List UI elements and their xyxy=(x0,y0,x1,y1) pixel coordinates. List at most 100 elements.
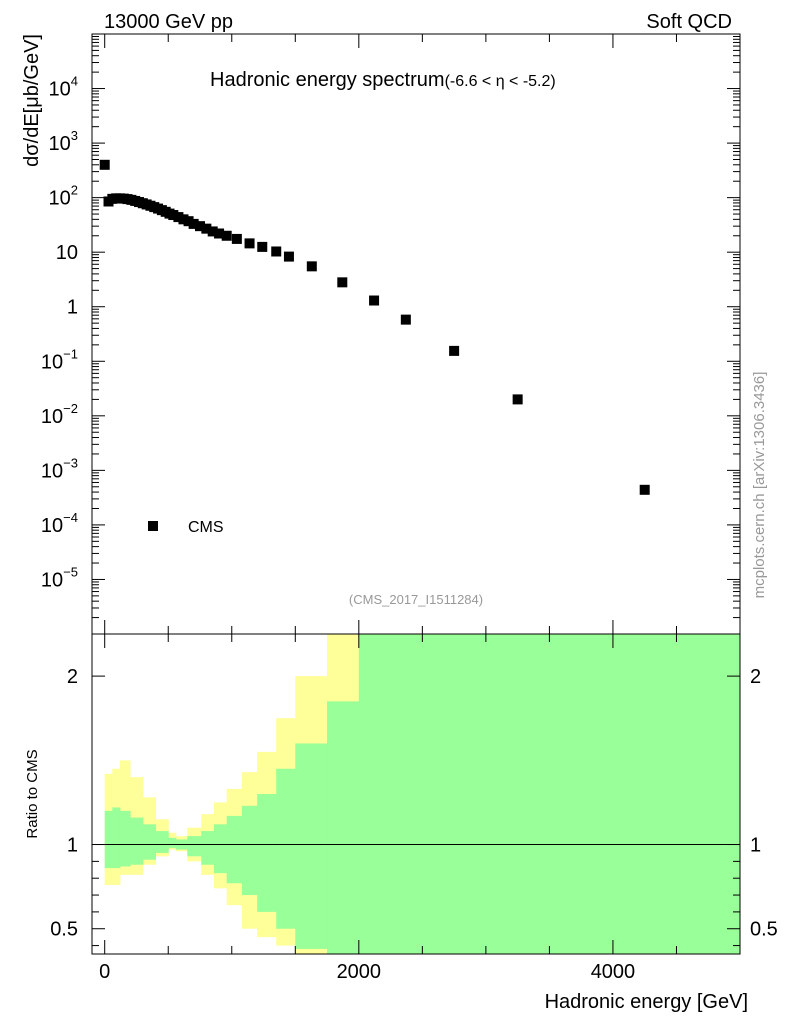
inner-uncertainty-bin xyxy=(447,634,741,954)
y-tick-label-exp: 3 xyxy=(71,128,78,143)
y-tick-label-base: 1 xyxy=(67,297,78,319)
watermark-label: mcplots.cern.ch [arXiv:1306.3436] xyxy=(751,372,768,599)
y-tick-label-exp: −5 xyxy=(63,564,78,579)
cms-data-point xyxy=(257,241,268,252)
ratio-frame xyxy=(91,633,741,955)
y-tick-label-exp: 2 xyxy=(71,183,78,198)
cms-data-point xyxy=(337,277,348,288)
cms-data-point xyxy=(400,314,411,325)
inner-uncertainty-bin xyxy=(257,794,277,912)
analysis-id-label: (CMS_2017_I1511284) xyxy=(349,592,483,607)
cms-data-point xyxy=(283,251,294,262)
plot-title-eta-range: (-6.6 < η < -5.2) xyxy=(445,73,556,90)
ratio-ticks xyxy=(92,634,741,954)
x-tick-label: 2000 xyxy=(337,961,382,983)
y-tick-label-base: 10 xyxy=(56,242,78,264)
inner-uncertainty-bin xyxy=(327,701,360,954)
plot-title-main: Hadronic energy spectrum xyxy=(210,69,445,91)
cms-data-point xyxy=(195,221,205,232)
y-tick-label: 10−5 xyxy=(41,564,78,591)
inner-uncertainty-bin xyxy=(112,807,121,869)
y-tick-label-base: 10 xyxy=(41,406,63,428)
cms-data-point xyxy=(306,261,317,272)
ratio-y-tick-label-right: 0.5 xyxy=(750,919,778,941)
cms-data-point xyxy=(183,216,194,227)
cms-data-point xyxy=(369,295,380,306)
y-tick-label: 10−1 xyxy=(41,346,78,373)
x-tick-label: 0 xyxy=(99,961,110,983)
y-tick-label: 10−3 xyxy=(41,455,78,482)
y-tick-label-base: 10 xyxy=(41,569,63,591)
cms-data-point xyxy=(639,484,650,495)
ratio-tick-labels: 2 1 0.5 2 1 0.5 0 2000 4000 xyxy=(50,666,778,983)
inner-uncertainty-bin xyxy=(358,634,392,954)
inner-uncertainty-bin xyxy=(104,810,113,869)
inner-uncertainty-bin xyxy=(155,831,169,853)
cms-data-point xyxy=(271,246,282,257)
y-tick-label-base: 10 xyxy=(41,515,63,537)
x-axis-label: Hadronic energy [GeV] xyxy=(545,991,748,1013)
inner-uncertainty-bin xyxy=(213,824,228,874)
x-tick-label: 4000 xyxy=(591,961,636,983)
inner-uncertainty-bin xyxy=(119,810,131,867)
header-energy-label: 13000 GeV pp xyxy=(104,11,233,33)
y-tick-label-exp: −1 xyxy=(63,346,78,361)
y-tick-label-base: 10 xyxy=(49,133,71,155)
legend-label-cms: CMS xyxy=(188,519,224,536)
ratio-y-tick-label-left: 1 xyxy=(67,835,78,857)
inner-uncertainty-bin xyxy=(187,836,202,857)
cms-data-point xyxy=(188,218,199,229)
y-tick-label-base: 10 xyxy=(49,79,71,101)
cms-data-point xyxy=(244,238,255,249)
cms-data-point xyxy=(168,210,179,221)
inner-uncertainty-bin xyxy=(168,837,177,848)
cms-data-point xyxy=(214,228,225,239)
inner-uncertainty-bin xyxy=(130,817,144,865)
cms-data-point xyxy=(207,226,218,237)
y-tick-label-exp: −4 xyxy=(63,510,78,525)
y-tick-label-exp: −2 xyxy=(63,401,78,416)
header-process-label: Soft QCD xyxy=(646,11,732,33)
plot-title: Hadronic energy spectrum(-6.6 < η < -5.2… xyxy=(210,69,556,91)
y-tick-label: 1 xyxy=(67,297,78,319)
cms-data-point xyxy=(231,233,242,244)
ratio-y-tick-label-left: 2 xyxy=(67,666,78,688)
spectrum-ticks xyxy=(92,34,741,635)
y-tick-label: 10−4 xyxy=(41,510,78,537)
inner-uncertainty-bin xyxy=(226,815,243,884)
y-tick-label: 102 xyxy=(49,183,78,210)
inner-uncertainty-bin xyxy=(201,831,215,865)
y-tick-label-base: 10 xyxy=(41,351,63,373)
cms-data-points xyxy=(99,159,650,495)
ratio-panel: 2 1 0.5 2 1 0.5 0 2000 4000 Ratio to CMS Hadroni… xyxy=(24,633,778,1013)
legend-marker-cms xyxy=(148,521,158,531)
y-tick-label-exp: 4 xyxy=(71,74,78,89)
cms-data-point xyxy=(173,212,184,223)
y-tick-label: 10 xyxy=(56,242,78,264)
spectrum-y-axis-label: dσ/dE[μb/GeV] xyxy=(21,34,43,167)
y-tick-label-base: 10 xyxy=(49,188,71,210)
cms-data-point xyxy=(221,230,232,241)
inner-uncertainty-bin xyxy=(241,805,258,896)
cms-data-point xyxy=(201,223,212,234)
inner-uncertainty-bin xyxy=(295,743,328,949)
ratio-y-tick-label-right: 1 xyxy=(750,835,761,857)
y-tick-label: 103 xyxy=(49,128,78,155)
uncertainty-bands xyxy=(104,634,741,954)
cms-data-point xyxy=(99,159,110,170)
y-tick-label-exp: −3 xyxy=(63,455,78,470)
ratio-y-axis-label: Ratio to CMS xyxy=(24,749,41,838)
cms-data-point xyxy=(449,345,460,356)
y-tick-label: 104 xyxy=(49,74,78,101)
y-tick-label-base: 10 xyxy=(41,460,63,482)
cms-data-point xyxy=(512,394,523,405)
cms-data-point xyxy=(178,214,189,225)
spectrum-frame xyxy=(91,33,741,635)
inner-uncertainty-bin xyxy=(390,634,449,954)
inner-uncertainty-bin xyxy=(276,768,296,929)
y-tick-label: 10−2 xyxy=(41,401,78,428)
ratio-y-tick-label-left: 0.5 xyxy=(50,919,78,941)
